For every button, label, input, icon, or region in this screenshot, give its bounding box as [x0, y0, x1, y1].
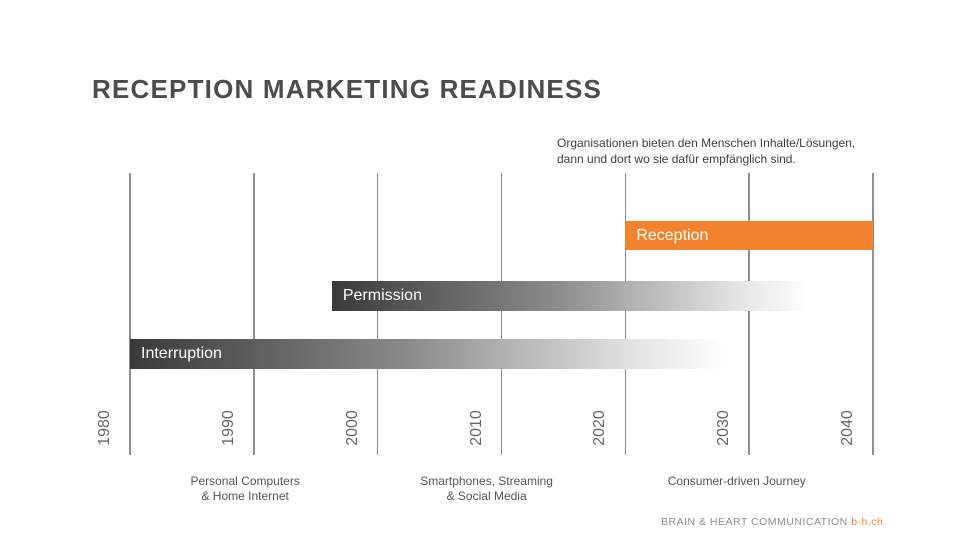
bar-reception: Reception	[625, 221, 873, 250]
bar-permission: Permission	[331, 281, 824, 311]
milestone-label-3: Consumer-driven Journey	[627, 474, 847, 489]
milestone-line: & Home Internet	[201, 489, 289, 503]
milestone-label-1: Personal Computers & Home Internet	[135, 474, 355, 504]
year-tick-label-1990: 1990	[219, 410, 237, 446]
footer: BRAIN & HEART COMMUNICATION b-h.ch	[661, 516, 883, 528]
year-tick-label-2020: 2020	[591, 410, 609, 446]
gridline-2000	[376, 173, 379, 455]
page-title: RECEPTION MARKETING READINESS	[92, 74, 603, 104]
milestone-line: & Social Media	[446, 489, 527, 503]
year-tick-label-2000: 2000	[343, 410, 361, 446]
gridline-1980	[129, 173, 131, 455]
year-tick-label-2030: 2030	[715, 410, 733, 446]
gridline-2030	[748, 173, 750, 455]
milestone-line: Smartphones, Streaming	[420, 474, 553, 488]
footer-link[interactable]: b-h.ch	[851, 516, 884, 528]
year-tick-label-2040: 2040	[839, 410, 856, 446]
bar-label-interruption: Interruption	[141, 345, 222, 362]
milestone-line: Consumer-driven Journey	[667, 474, 806, 488]
bar-interruption: Interruption	[130, 339, 745, 369]
footer-brand: BRAIN & HEART COMMUNICATION	[661, 516, 848, 528]
gridline-2040	[872, 173, 874, 455]
bar-label-reception: Reception	[636, 226, 709, 244]
reception-annotation-line2: dann und dort wo sie dafür empfänglich s…	[557, 151, 796, 166]
gridline-2010	[500, 173, 503, 455]
milestone-line: Personal Computers	[190, 474, 300, 488]
year-tick-label-2010: 2010	[467, 410, 485, 446]
bar-label-permission: Permission	[342, 287, 422, 304]
gridline-2020	[624, 173, 627, 455]
reception-annotation-line1: Organisationen bieten den Menschen Inhal…	[557, 136, 856, 150]
gridline-1990	[253, 173, 255, 455]
year-tick-label-1980: 1980	[96, 410, 113, 446]
reception-annotation: Organisationen bieten den Menschen Inhal…	[557, 136, 855, 167]
milestone-label-2: Smartphones, Streaming & Social Media	[377, 474, 597, 504]
